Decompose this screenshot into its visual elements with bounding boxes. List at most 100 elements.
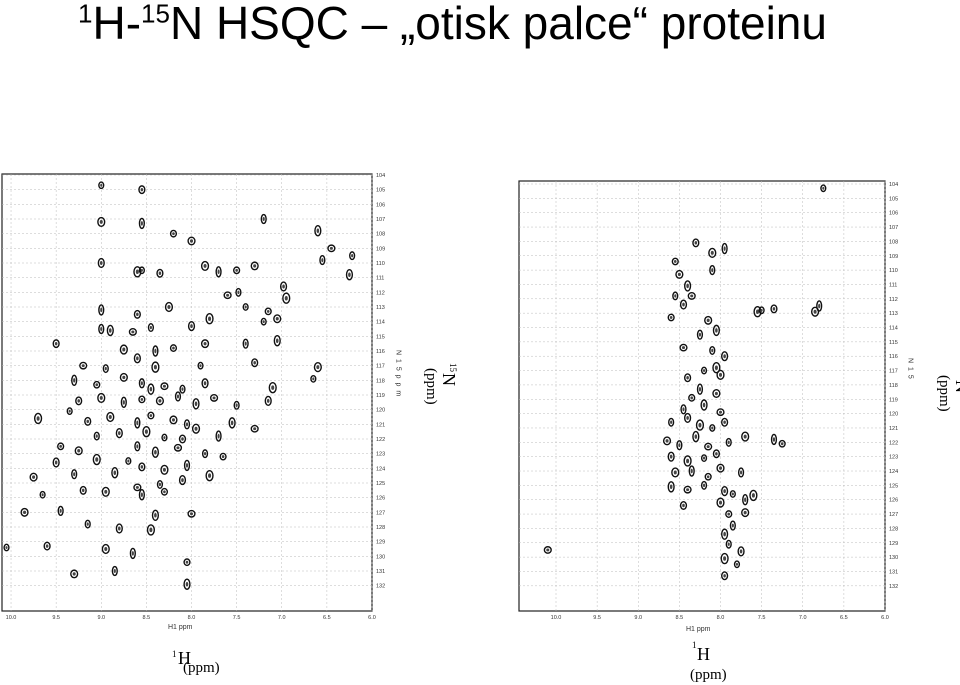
nmr-peak-core [822, 186, 825, 190]
nmr-peak-core [73, 472, 76, 477]
nmr-peak-core [226, 293, 230, 297]
nmr-peak [173, 443, 183, 452]
nmr-peak [191, 423, 201, 434]
nmr-peak-core [686, 415, 689, 420]
nmr-peak-core [108, 328, 112, 333]
nmr-peak-core [723, 531, 726, 537]
nmr-peak-core [149, 414, 153, 417]
left-x-label-iso: 1 [172, 649, 177, 659]
nmr-peak [671, 467, 680, 478]
right-y-axis-title: N 1 5 [907, 358, 914, 380]
nmr-peak-core [104, 547, 108, 551]
nmr-peak [716, 463, 725, 473]
nmr-peak [729, 520, 736, 531]
nmr-peak [675, 269, 684, 279]
nmr-peak-core [711, 426, 714, 430]
nmr-peak-core [68, 409, 71, 413]
y-tick-label: 108 [889, 239, 898, 245]
nmr-peak-core [23, 510, 27, 515]
nmr-peak [43, 541, 51, 551]
nmr-peak [115, 523, 123, 534]
nmr-peak-core [744, 497, 747, 502]
nmr-peak-core [54, 460, 58, 465]
nmr-peak-core [237, 290, 240, 295]
nmr-peak-core [163, 436, 166, 439]
nmr-peak [679, 343, 688, 352]
nmr-peak-core [54, 341, 58, 346]
x-tick-label: 6.5 [840, 615, 848, 621]
nmr-peak-core [135, 269, 139, 275]
nmr-peak-core [710, 250, 714, 255]
nmr-peak [753, 306, 762, 318]
nmr-peak [700, 454, 708, 463]
nmr-peak [683, 455, 692, 467]
nmr-peak-core [104, 489, 108, 494]
nmr-peak [704, 472, 712, 481]
right-x-axis-title: H1 ppm [686, 626, 711, 633]
nmr-peak-core [81, 364, 85, 368]
nmr-peak-core [727, 542, 730, 546]
nmr-peak-core [772, 307, 776, 311]
nmr-peak-core [81, 488, 85, 493]
nmr-peak [138, 217, 145, 230]
nmr-peak-core [718, 466, 723, 470]
y-tick-label: 127 [376, 510, 385, 516]
nmr-peak-core [694, 241, 698, 245]
nmr-peak [810, 306, 820, 317]
nmr-peak-core [95, 383, 99, 387]
nmr-peak [129, 547, 136, 560]
nmr-peak [79, 485, 87, 495]
y-tick-label: 129 [376, 540, 385, 546]
nmr-peak-core [813, 309, 817, 314]
y-tick-label: 125 [376, 481, 385, 487]
nmr-peak [111, 565, 118, 577]
nmr-peak [268, 381, 277, 394]
nmr-peak [310, 374, 317, 383]
nmr-peak-core [127, 459, 130, 463]
nmr-peak-core [723, 489, 726, 494]
y-tick-label: 117 [376, 364, 385, 370]
nmr-peak [178, 434, 187, 444]
x-tick-label: 7.5 [233, 615, 241, 621]
nmr-peak [708, 247, 717, 258]
left-x-label-elem: H [178, 648, 191, 668]
nmr-peak [264, 307, 272, 316]
nmr-peak [93, 431, 100, 441]
x-tick-label: 7.0 [799, 615, 807, 621]
nmr-peak-core [181, 387, 184, 391]
nmr-peak [57, 442, 65, 451]
nmr-peak [820, 184, 827, 193]
nmr-peak [725, 510, 733, 518]
nmr-peak-core [194, 401, 198, 407]
nmr-peak-core [727, 512, 731, 516]
y-tick-label: 130 [889, 555, 898, 561]
nmr-peak [119, 344, 128, 355]
y-tick-label: 109 [889, 254, 898, 260]
nmr-peak-core [262, 320, 265, 324]
nmr-peak-core [36, 416, 40, 421]
nmr-peak [92, 453, 101, 466]
nmr-peak-core [59, 444, 62, 448]
nmr-peak-core [5, 546, 8, 549]
nmr-peak [725, 437, 732, 447]
nmr-peak [156, 479, 164, 489]
nmr-peak [147, 411, 155, 420]
nmr-peak [183, 459, 191, 472]
nmr-peak-core [702, 483, 706, 488]
y-tick-label: 129 [889, 541, 898, 547]
plot-frame [1, 173, 373, 612]
nmr-peak [729, 490, 736, 498]
nmr-peak [700, 480, 708, 490]
nmr-peak [349, 251, 356, 261]
nmr-peak-core [217, 269, 220, 275]
nmr-peak [70, 569, 79, 579]
nmr-peak-core [221, 455, 225, 459]
nmr-peak [75, 396, 83, 406]
nmr-peak [679, 299, 688, 310]
nmr-peak-core [194, 426, 198, 431]
nmr-peak-core [706, 318, 710, 323]
y-tick-label: 128 [376, 525, 385, 531]
nmr-peak [152, 345, 159, 357]
nmr-peak [260, 317, 267, 326]
nmr-peak-core [780, 442, 784, 446]
